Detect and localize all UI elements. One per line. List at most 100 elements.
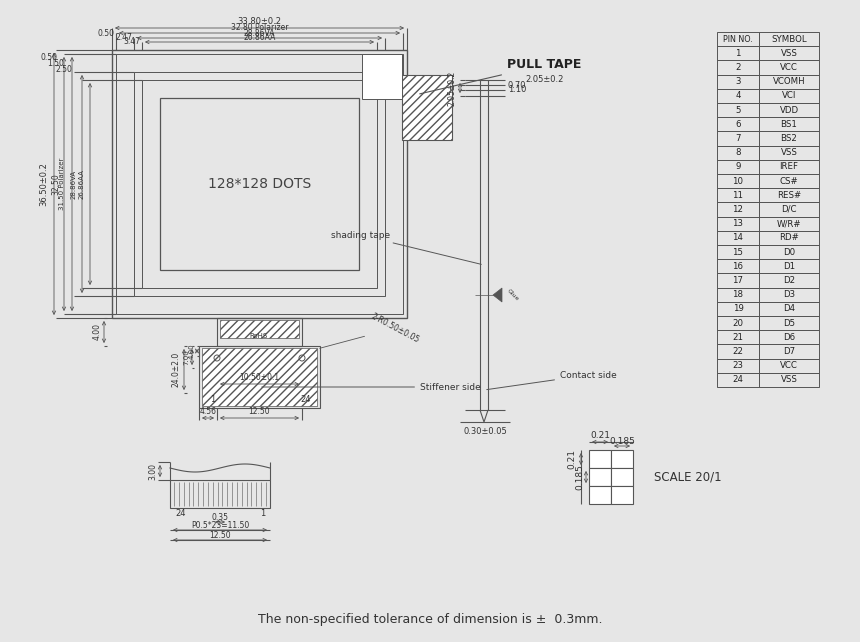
Text: 0.35: 0.35 [212,512,229,521]
Text: 2.05±0.2: 2.05±0.2 [447,71,457,106]
Text: VCC: VCC [780,63,798,72]
Bar [759,259,819,273]
Text: 1: 1 [735,49,740,58]
Text: 10: 10 [733,177,744,186]
Text: SCALE 20/1: SCALE 20/1 [654,471,722,483]
Bar [759,117,819,132]
Text: 5: 5 [735,105,740,115]
Text: 32.80 Polarizer: 32.80 Polarizer [230,22,288,31]
Text: 7: 7 [735,134,740,143]
Text: 7.00: 7.00 [183,349,189,365]
Text: VDD: VDD [779,105,799,115]
Text: 0.30±0.05: 0.30±0.05 [464,428,507,437]
Bar [611,450,633,468]
Bar [160,98,359,270]
Text: 0.185: 0.185 [575,464,585,490]
Bar [759,359,819,373]
Bar [717,259,759,273]
Bar [112,50,407,318]
Text: CS#: CS# [780,177,798,186]
Text: 12.50: 12.50 [249,408,270,417]
Text: Contact side: Contact side [487,370,617,390]
Text: D2: D2 [783,276,795,285]
Text: 13: 13 [733,219,744,228]
Bar [717,74,759,89]
Bar [759,245,819,259]
Text: 2.47: 2.47 [115,33,132,42]
Text: D5: D5 [783,318,795,327]
Text: VCC: VCC [780,361,798,370]
Bar [717,316,759,330]
Text: D0: D0 [783,248,795,257]
Text: 36.50±0.2: 36.50±0.2 [40,162,48,206]
Bar [759,302,819,316]
Bar [717,359,759,373]
Bar [759,32,819,46]
Text: 4: 4 [735,91,740,100]
Text: 24: 24 [175,510,186,519]
Bar [717,132,759,146]
Text: Stiffener side: Stiffener side [261,383,481,392]
Text: 0.185: 0.185 [609,437,635,446]
Text: 0.70: 0.70 [508,80,526,89]
Text: PIN NO.: PIN NO. [723,35,752,44]
Bar [759,74,819,89]
Text: D7: D7 [783,347,795,356]
Text: P0.5*23=11.50: P0.5*23=11.50 [191,521,249,530]
Text: 31.50 Polarizer: 31.50 Polarizer [59,158,65,210]
Bar [717,146,759,160]
Bar [717,273,759,288]
Bar [402,75,452,140]
Text: 22: 22 [733,347,744,356]
Text: 128*128 DOTS: 128*128 DOTS [208,177,311,191]
Text: D1: D1 [783,262,795,271]
Text: 1.50: 1.50 [47,60,64,69]
Bar [717,103,759,117]
Text: 0.21: 0.21 [590,431,610,440]
Text: D/C: D/C [781,205,796,214]
Text: 1: 1 [211,395,216,404]
Text: 28.86VA: 28.86VA [243,28,275,37]
Text: 24: 24 [733,376,744,385]
Bar [759,60,819,74]
Text: 12: 12 [733,205,744,214]
Text: VCI: VCI [782,91,796,100]
Text: IREF: IREF [779,162,798,171]
Text: 4.56: 4.56 [200,408,217,417]
Text: D6: D6 [783,333,795,342]
Bar [759,288,819,302]
Bar [759,146,819,160]
Text: BS1: BS1 [781,120,797,129]
Text: VSS: VSS [781,49,797,58]
Bar [759,344,819,359]
Bar [202,348,317,406]
Bar [759,160,819,174]
Bar [759,316,819,330]
Bar [717,160,759,174]
Text: shading tape: shading tape [331,230,482,265]
Text: 2.05±0.2: 2.05±0.2 [525,76,563,85]
Text: RES#: RES# [777,191,802,200]
Text: 15: 15 [733,248,744,257]
Text: W/R#: W/R# [777,219,802,228]
Bar [142,80,377,288]
Text: 18: 18 [733,290,744,299]
Text: VSS: VSS [781,376,797,385]
Bar [170,480,270,508]
Bar [717,288,759,302]
Text: VSS: VSS [781,148,797,157]
Text: 3: 3 [735,77,740,86]
Text: 8: 8 [735,148,740,157]
Text: 10.50±0.1: 10.50±0.1 [239,374,280,383]
Text: 33.80±0.2: 33.80±0.2 [237,17,281,26]
Text: 20: 20 [733,318,744,327]
Text: 14: 14 [733,234,744,243]
Text: 2.50: 2.50 [56,65,72,74]
Text: 12.50: 12.50 [209,530,230,539]
Text: 9: 9 [735,162,740,171]
Bar [717,174,759,188]
Text: Glue: Glue [506,288,519,302]
Bar [759,132,819,146]
Text: The non-specified tolerance of dimension is ±  0.3mm.: The non-specified tolerance of dimension… [258,614,602,627]
Bar [759,273,819,288]
